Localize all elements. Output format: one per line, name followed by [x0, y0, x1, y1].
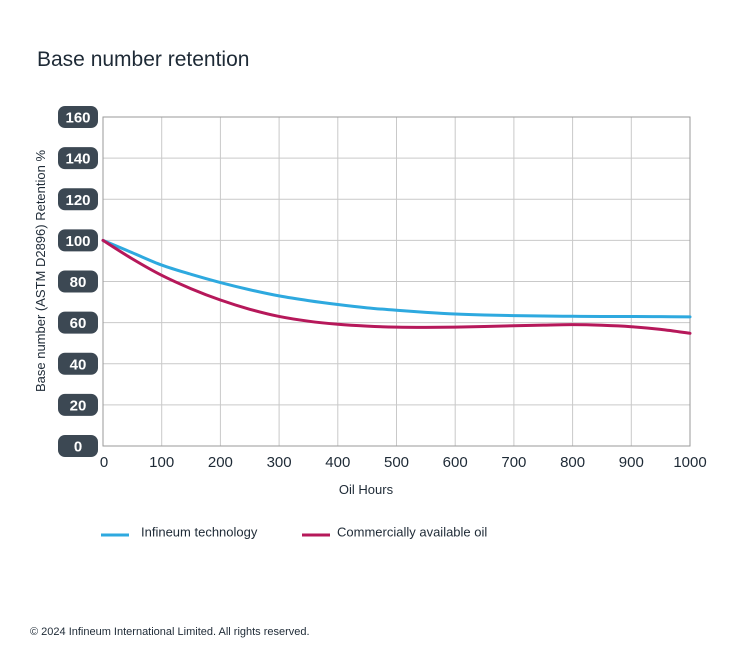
- x-tick-3: 300: [267, 454, 292, 471]
- plot-frame: [102, 116, 691, 447]
- x-tick-7: 700: [501, 454, 526, 471]
- y-axis-label: Base number (ASTM D2896) Retention %: [33, 150, 48, 392]
- x-axis-label: Oil Hours: [339, 482, 394, 497]
- x-tick-6: 600: [443, 454, 468, 471]
- svg-text:140: 140: [65, 151, 90, 168]
- series-line-1: [101, 238, 692, 335]
- series-line-0: [101, 238, 692, 319]
- y-tick-3: 60: [58, 311, 98, 334]
- x-tick-0: 0: [100, 454, 108, 471]
- x-tick-2: 200: [208, 454, 233, 471]
- series-layer: [101, 238, 692, 335]
- y-tick-7: 140: [58, 147, 98, 170]
- svg-text:40: 40: [70, 356, 87, 373]
- y-tick-4: 80: [58, 270, 98, 293]
- copyright-notice: © 2024 Infineum International Limited. A…: [30, 626, 310, 638]
- y-axis-ticks: 0 20 40 60 80 100 120 140 160: [58, 106, 98, 457]
- svg-text:20: 20: [70, 397, 87, 414]
- y-tick-8: 160: [58, 106, 98, 128]
- y-tick-1: 20: [58, 393, 98, 416]
- grid-layer: [102, 116, 691, 447]
- x-tick-1: 100: [149, 454, 174, 471]
- y-tick-6: 120: [58, 188, 98, 211]
- x-tick-10: 1000: [673, 454, 706, 471]
- legend-item-1: Commercially available oil: [302, 525, 487, 540]
- legend: Infineum technology Commercially availabl…: [101, 525, 487, 540]
- legend-item-0: Infineum technology: [101, 525, 258, 540]
- chart-title: Base number retention: [37, 48, 250, 71]
- y-tick-0: 0: [58, 435, 98, 457]
- x-axis-ticks: 0 100 200 300 400 500 600 700 800 900 1000: [100, 454, 707, 471]
- svg-text:Commercially available oil: Commercially available oil: [337, 525, 487, 540]
- svg-text:Infineum technology: Infineum technology: [141, 525, 258, 540]
- x-tick-9: 900: [619, 454, 644, 471]
- x-tick-5: 500: [384, 454, 409, 471]
- svg-text:160: 160: [65, 110, 90, 127]
- svg-text:0: 0: [74, 439, 82, 456]
- y-tick-2: 40: [58, 352, 98, 375]
- x-tick-8: 800: [560, 454, 585, 471]
- x-tick-4: 400: [325, 454, 350, 471]
- svg-text:80: 80: [70, 274, 87, 291]
- svg-text:100: 100: [65, 233, 90, 250]
- svg-text:120: 120: [65, 192, 90, 209]
- svg-text:60: 60: [70, 315, 87, 332]
- y-tick-5: 100: [58, 229, 98, 252]
